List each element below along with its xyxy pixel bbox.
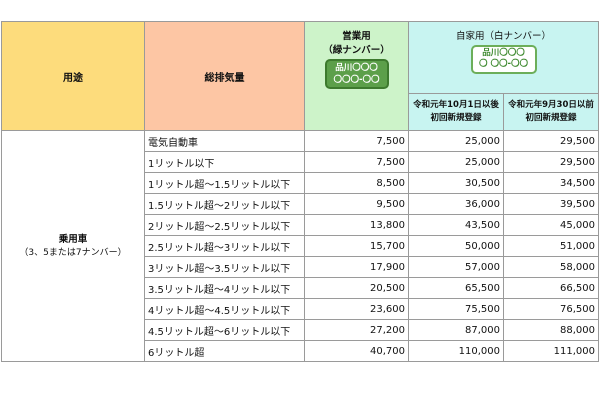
private-title: 自家用（白ナンバー） [456, 31, 552, 42]
commercial-cell: 27,200 [304, 319, 409, 341]
commercial-subtitle: （緑ナンバー） [323, 45, 390, 56]
private-after-cell: 30,500 [408, 172, 504, 194]
displacement-cell: 2リットル超〜2.5リットル以下 [144, 214, 305, 236]
category-subtitle: （3、5または7ナンバー） [19, 247, 127, 258]
private-before-cell: 29,500 [502, 151, 600, 173]
table-row: 1リットル以下 7,500 25,000 29,500 [2, 151, 600, 173]
private-before-cell: 45,000 [502, 214, 600, 236]
tax-table: 用途 総排気量 営業用 （緑ナンバー） 品川〇〇〇 〇〇〇-〇〇 自家用（白ナン… [1, 21, 600, 362]
commercial-cell: 15,700 [304, 235, 409, 257]
green-plate-line2: 〇〇〇-〇〇 [333, 75, 380, 85]
table-row: 4.5リットル超〜6リットル以下 27,200 87,000 88,000 [2, 319, 600, 341]
displacement-cell: 1.5リットル超〜2リットル以下 [144, 193, 305, 215]
private-after-cell: 75,500 [408, 298, 504, 320]
private-before-cell: 51,000 [502, 235, 600, 257]
displacement-cell: 1リットル超〜1.5リットル以下 [144, 172, 305, 194]
private-after-cell: 25,000 [408, 151, 504, 173]
private-before-label: 令和元年9月30日以前初回新規登録 [508, 100, 594, 123]
commercial-cell: 17,900 [304, 256, 409, 278]
private-before-cell: 39,500 [502, 193, 600, 215]
displacement-cell: 3リットル超〜3.5リットル以下 [144, 256, 305, 278]
table-row: 6リットル超 40,700 110,000 111,000 [2, 340, 600, 362]
private-before-cell: 58,000 [502, 256, 600, 278]
white-license-plate: 品川〇〇〇 〇 〇〇-〇〇 [470, 45, 537, 74]
displacement-cell: 電気自動車 [144, 130, 305, 152]
commercial-cell: 9,500 [304, 193, 409, 215]
commercial-cell: 8,500 [304, 172, 409, 194]
private-after-cell: 50,000 [408, 235, 504, 257]
displacement-cell: 4.5リットル超〜6リットル以下 [144, 319, 305, 341]
commercial-cell: 13,800 [304, 214, 409, 236]
displacement-cell: 3.5リットル超〜4リットル以下 [144, 277, 305, 299]
commercial-cell: 7,500 [304, 151, 409, 173]
private-before-cell: 76,500 [502, 298, 600, 320]
private-after-header: 令和元年10月1日以後初回新規登録 [408, 93, 504, 131]
displacement-cell: 6リットル超 [144, 340, 305, 362]
displacement-cell: 1リットル以下 [144, 151, 305, 173]
displacement-cell: 2.5リットル超〜3リットル以下 [144, 235, 305, 257]
private-after-cell: 110,000 [408, 340, 504, 362]
table-row: 4リットル超〜4.5リットル以下 23,600 75,500 76,500 [2, 298, 600, 320]
white-plate-line2: 〇 〇〇-〇〇 [479, 59, 528, 69]
private-after-cell: 25,000 [408, 130, 504, 152]
private-after-cell: 65,500 [408, 277, 504, 299]
commercial-cell: 7,500 [304, 130, 409, 152]
table-row: 2.5リットル超〜3リットル以下 15,700 50,000 51,000 [2, 235, 600, 257]
commercial-cell: 20,500 [304, 277, 409, 299]
private-before-cell: 111,000 [502, 340, 600, 362]
private-after-label: 令和元年10月1日以後初回新規登録 [413, 100, 499, 123]
displacement-cell: 4リットル超〜4.5リットル以下 [144, 298, 305, 320]
private-before-cell: 34,500 [502, 172, 600, 194]
green-plate-line1: 品川〇〇〇 [335, 63, 378, 73]
displacement-header: 総排気量 [144, 21, 305, 131]
private-header: 自家用（白ナンバー） 品川〇〇〇 〇 〇〇-〇〇 [407, 21, 600, 94]
table-row: 1.5リットル超〜2リットル以下 9,500 36,000 39,500 [2, 193, 600, 215]
private-after-cell: 36,000 [408, 193, 504, 215]
private-after-cell: 43,500 [408, 214, 504, 236]
category-cell: 乗用車 （3、5または7ナンバー） [1, 130, 145, 362]
commercial-cell: 23,600 [304, 298, 409, 320]
category-label: 乗用車 [58, 233, 88, 245]
white-plate-line1: 品川〇〇〇 [482, 48, 525, 58]
private-before-cell: 88,000 [502, 319, 600, 341]
private-before-cell: 29,500 [502, 130, 600, 152]
private-after-cell: 57,000 [408, 256, 504, 278]
table-row: 3リットル超〜3.5リットル以下 17,900 57,000 58,000 [2, 256, 600, 278]
green-license-plate: 品川〇〇〇 〇〇〇-〇〇 [324, 59, 389, 89]
commercial-cell: 40,700 [304, 340, 409, 362]
usage-header: 用途 [1, 21, 145, 131]
private-after-cell: 87,000 [408, 319, 504, 341]
private-before-header: 令和元年9月30日以前初回新規登録 [502, 93, 600, 131]
commercial-header: 営業用 （緑ナンバー） 品川〇〇〇 〇〇〇-〇〇 [304, 21, 409, 131]
table-row: 乗用車 （3、5または7ナンバー） 電気自動車 7,500 25,000 29,… [1, 130, 600, 362]
private-before-cell: 66,500 [502, 277, 600, 299]
commercial-title: 営業用 [342, 31, 371, 42]
